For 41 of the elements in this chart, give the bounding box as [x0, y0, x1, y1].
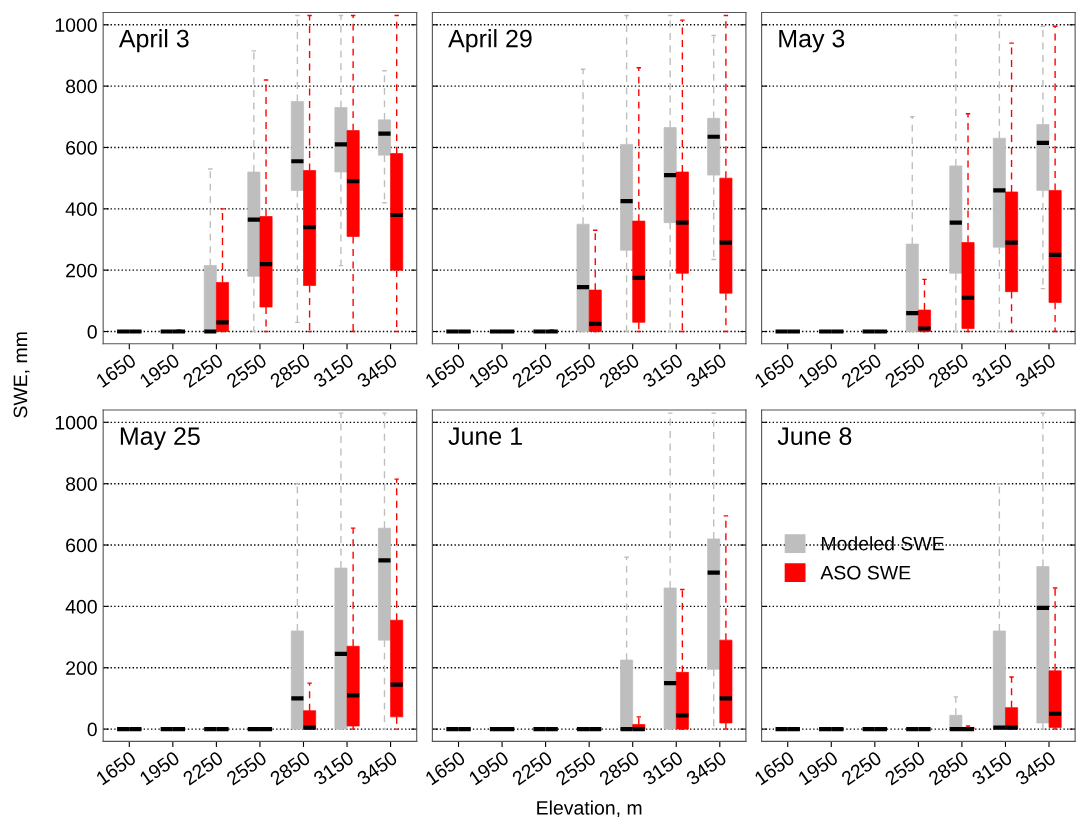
legend-label: ASO SWE — [820, 565, 911, 580]
y-tick-label: 800 — [66, 477, 97, 491]
text: May 3 — [779, 29, 845, 53]
x-tick-label: 3150 — [641, 750, 684, 786]
x-tick-label: 1650 — [424, 750, 467, 786]
y-tick-label: 800 — [66, 79, 97, 94]
x-tick-label: 3150 — [970, 352, 1014, 389]
x-axis-title: Elevation, m — [537, 800, 642, 818]
y-tick-label: 200 — [66, 661, 97, 675]
text: June 8 — [777, 427, 852, 445]
text: April 29 — [448, 29, 532, 53]
x-tick-label: 1950 — [468, 750, 510, 786]
y-tick-label: 400 — [65, 599, 97, 614]
text: May 25 — [120, 427, 200, 450]
x-tick-label: 3450 — [1014, 352, 1057, 389]
x-tick-label: 1650 — [753, 750, 796, 786]
y-tick-label: 600 — [66, 140, 97, 155]
y-tick-label: 1000 — [55, 415, 97, 430]
x-tick-label: 3450 — [685, 352, 728, 389]
x-tick-label: 1650 — [95, 750, 137, 786]
text: June 1 — [448, 427, 522, 445]
x-tick-label: 3150 — [312, 750, 355, 786]
y-tick-label: 200 — [66, 263, 97, 278]
x-tick-label: 3450 — [356, 750, 399, 786]
y-tick-label: 0 — [87, 722, 97, 737]
x-tick-label: 3450 — [685, 750, 728, 786]
x-tick-label: 3150 — [641, 352, 684, 389]
x-tick-label: 3450 — [1014, 750, 1057, 786]
y-tick-label: 0 — [87, 325, 97, 339]
legend-label: Modeled SWE — [821, 536, 944, 551]
x-tick-label: 1950 — [138, 750, 181, 786]
x-tick-label: 3450 — [356, 352, 399, 389]
y-tick-label: 1000 — [55, 18, 97, 32]
y-tick-label: 600 — [66, 538, 97, 553]
y-axis-title: SWE, mm — [13, 332, 30, 418]
text: April 3 — [118, 29, 189, 53]
x-tick-label: 2850 — [269, 750, 312, 786]
x-tick-label: 1950 — [797, 750, 839, 786]
x-tick-label: 3150 — [312, 352, 355, 389]
x-tick-label: 3150 — [970, 750, 1014, 786]
y-tick-label: 400 — [65, 202, 97, 217]
